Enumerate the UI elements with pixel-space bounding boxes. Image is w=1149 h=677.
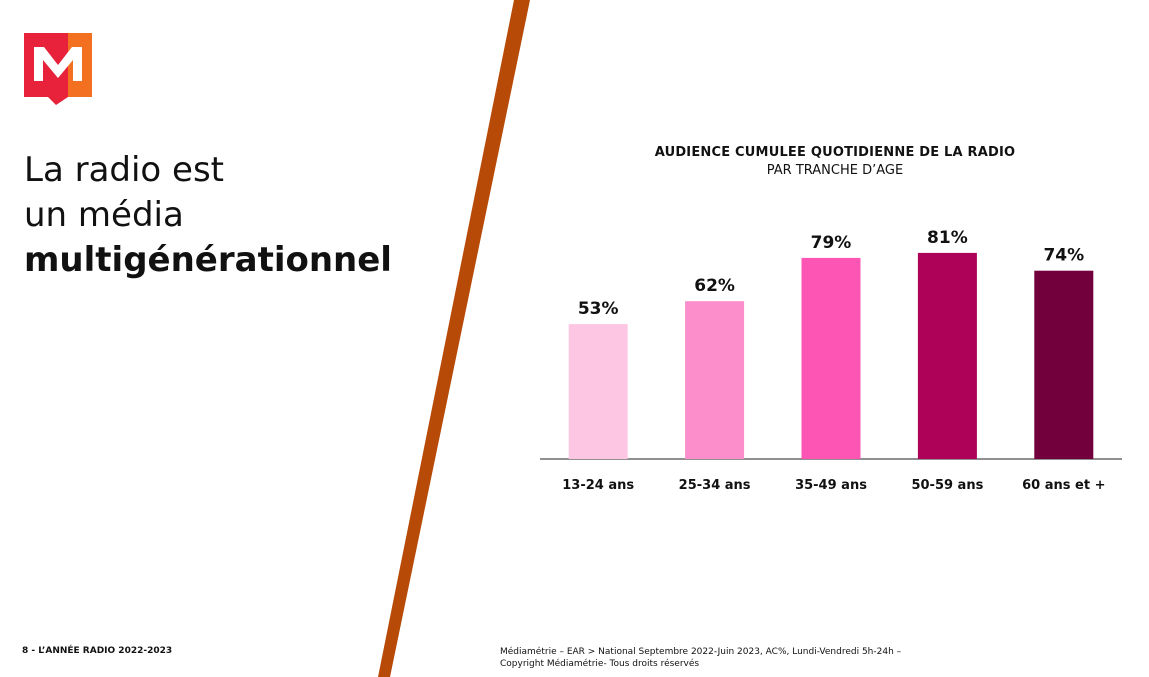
x-tick-label-4: 50-59 ans — [911, 478, 983, 493]
chart-title: AUDIENCE CUMULEE QUOTIDIENNE DE LA RADIO — [654, 145, 1016, 160]
data-label-1: 53% — [578, 299, 619, 319]
source-line-1: Médiamétrie – EAR > National Septembre 2… — [500, 647, 902, 657]
source-note: Médiamétrie – EAR > National Septembre 2… — [500, 646, 901, 670]
page-label: 8 - L’ANNÉE RADIO 2022-2023 — [22, 646, 173, 656]
bar-5 — [1034, 270, 1094, 459]
data-label-4: 81% — [927, 228, 968, 248]
bar-1 — [568, 324, 628, 459]
data-label-5: 74% — [1043, 246, 1084, 266]
source-line-2: Copyright Médiamétrie- Tous droits réser… — [500, 659, 700, 669]
headline: La radio est un média multigénérationnel — [24, 148, 392, 283]
bar-4 — [917, 252, 977, 459]
x-tick-label-5: 60 ans et + — [1022, 478, 1105, 493]
x-tick-label-3: 35-49 ans — [795, 478, 867, 493]
headline-line-1: La radio est — [24, 150, 224, 190]
x-tick-label-1: 13-24 ans — [562, 478, 634, 493]
x-tick-label-2: 25-34 ans — [679, 478, 751, 493]
chart-subtitle: PAR TRANCHE D’AGE — [766, 163, 904, 178]
headline-line-2: un média — [24, 195, 184, 235]
bar-2 — [685, 301, 745, 459]
bar-3 — [801, 257, 861, 459]
mediametrie-logo — [24, 33, 92, 105]
headline-line-3: multigénérationnel — [24, 240, 392, 280]
data-label-3: 79% — [811, 233, 852, 253]
data-label-2: 62% — [694, 276, 735, 296]
